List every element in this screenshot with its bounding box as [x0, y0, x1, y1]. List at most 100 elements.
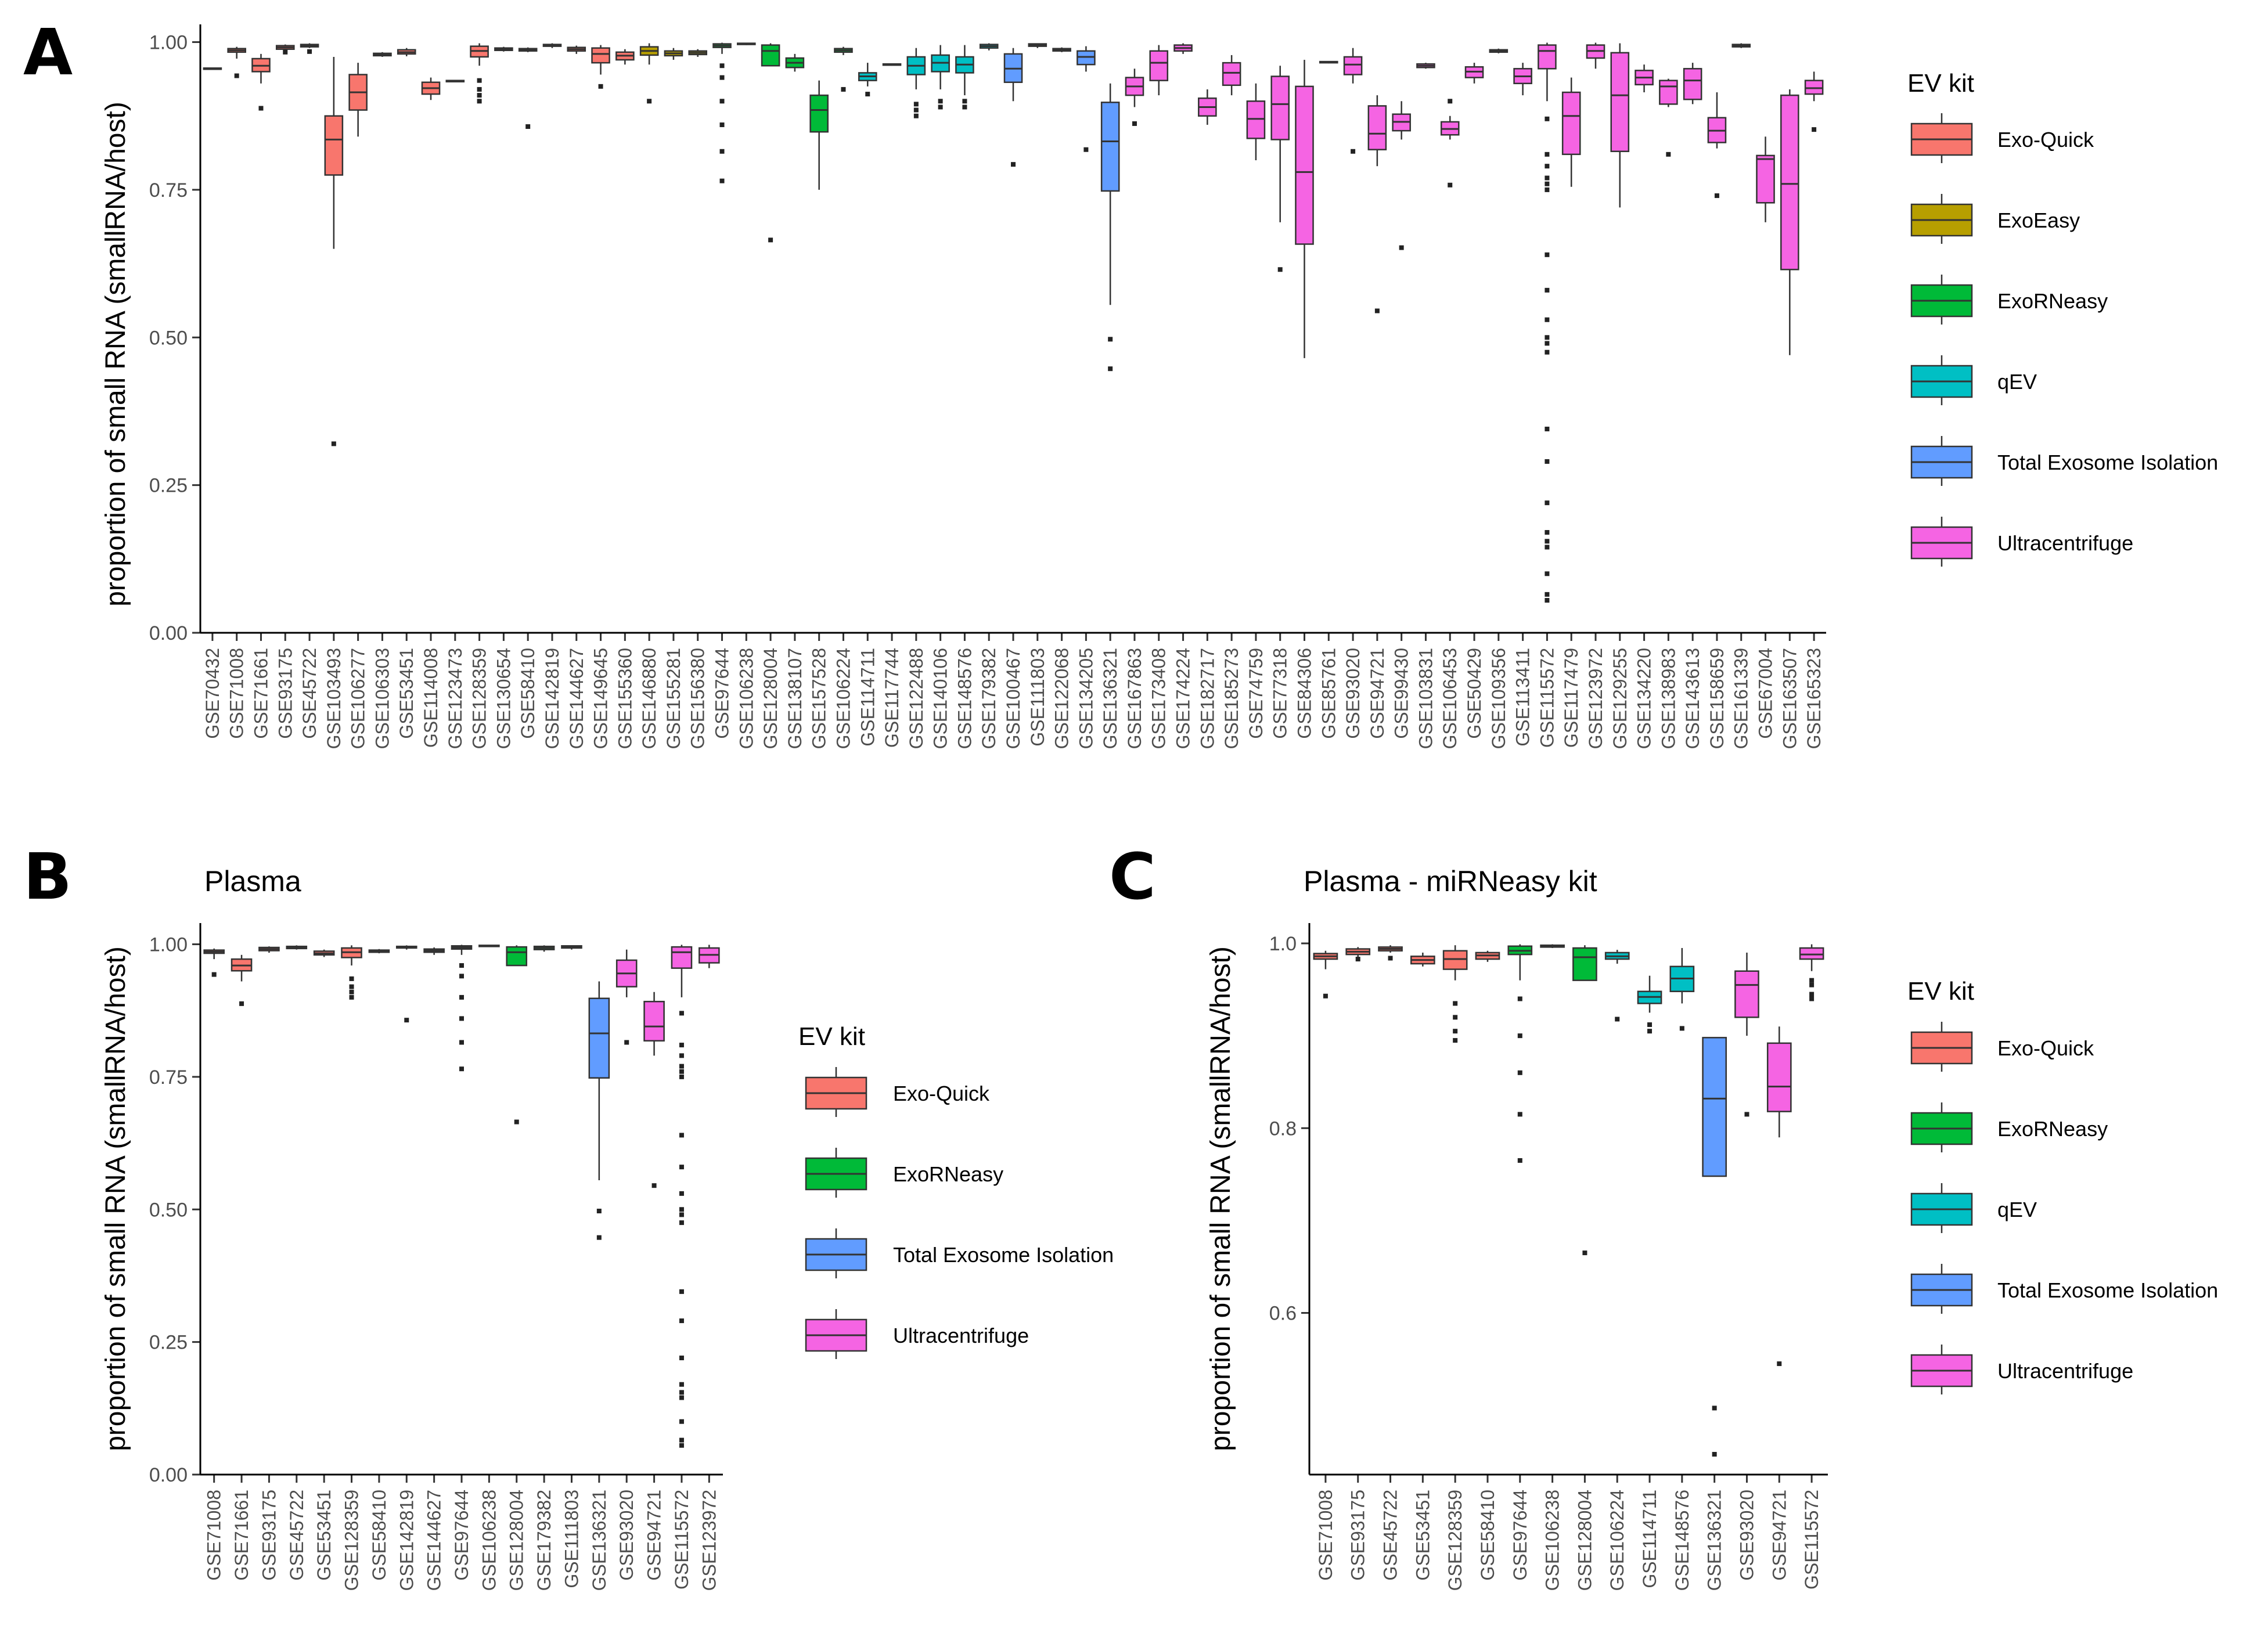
box-iqr — [1442, 950, 1468, 970]
outlier-point — [1545, 459, 1550, 464]
x-tick-label: GSE94721 — [644, 1490, 665, 1581]
box-gse53451 — [397, 48, 416, 56]
box-gse70432 — [203, 67, 222, 70]
outlier-point — [1582, 1250, 1587, 1256]
box-gse93175 — [1345, 947, 1371, 962]
box-iqr — [671, 946, 693, 969]
outlier-point — [1545, 152, 1550, 157]
box-gse84306 — [1295, 60, 1314, 358]
box-iqr — [506, 946, 528, 967]
box-gse93020 — [1734, 952, 1759, 1117]
y-ticks-a: 0.00 0.25 0.50 0.75 1.00 — [149, 32, 200, 644]
legend-item-exo-quick: Exo-Quick — [1910, 1022, 2094, 1072]
legend-label: Ultracentrifuge — [1997, 1359, 2133, 1383]
box-gse58410 — [368, 949, 390, 954]
outlier-point — [1448, 99, 1453, 104]
x-tick-label: GSE142819 — [542, 648, 563, 749]
outlier-point — [679, 1390, 684, 1395]
y-axis-label-b: proportion of small RNA (smallRNA/host) — [100, 946, 131, 1451]
x-tick-label: GSE134205 — [1075, 648, 1096, 749]
outlier-point — [679, 1419, 684, 1424]
box-gse179382 — [979, 43, 999, 51]
box-gse158659 — [1707, 92, 1727, 199]
box-gse115572 — [1538, 42, 1557, 603]
x-tick-label: GSE53451 — [1412, 1490, 1433, 1581]
box-iqr — [324, 115, 344, 176]
box-gse93020 — [1343, 48, 1363, 154]
box-gse58410 — [518, 47, 538, 129]
x-tick-label: GSE146880 — [639, 648, 660, 749]
boxes-a — [203, 42, 1824, 603]
box-gse165323 — [1804, 71, 1824, 132]
x-tick-label: GSE128004 — [760, 648, 781, 749]
x-tick-label: GSE106238 — [478, 1490, 499, 1591]
box-gse174224 — [1173, 43, 1193, 54]
panel-letter-a: A — [23, 15, 73, 89]
legend-label: Exo-Quick — [1997, 1036, 2094, 1060]
box-gse148576 — [955, 45, 974, 110]
x-tick-label: GSE165323 — [1803, 648, 1824, 749]
box-gse109356 — [1489, 48, 1509, 53]
outlier-point — [913, 102, 919, 107]
outlier-point — [1809, 978, 1815, 983]
outlier-point — [1545, 349, 1550, 355]
outlier-point — [514, 1119, 519, 1125]
legend-item-exorneasy: ExoRNeasy — [1910, 1102, 2108, 1152]
outlier-point — [459, 1066, 464, 1072]
box-gse45722 — [286, 945, 308, 950]
x-tick-label: GSE117479 — [1561, 648, 1582, 748]
outlier-point — [1809, 982, 1815, 988]
box-gse71008 — [227, 46, 246, 78]
outlier-point — [647, 99, 652, 104]
x-tick-label: GSE136321 — [1100, 648, 1121, 749]
outlier-point — [1809, 996, 1815, 1001]
y-axis-label-a: proportion of small RNA (smallRNA/host) — [100, 102, 131, 607]
x-tick-label: GSE179382 — [534, 1490, 555, 1591]
boxes-c — [1313, 944, 1824, 1457]
x-tick-label: GSE71661 — [231, 1490, 252, 1581]
y-tick-label: 0.50 — [149, 327, 188, 349]
outlier-point — [962, 104, 967, 110]
x-tick-label: GSE129255 — [1610, 648, 1630, 749]
x-tick-label: GSE128359 — [341, 1490, 362, 1591]
box-gse173408 — [1149, 45, 1169, 96]
x-tick-label: GSE185273 — [1221, 648, 1242, 749]
box-gse122488 — [906, 48, 926, 118]
box-gse53451 — [313, 949, 335, 957]
y-ticks-b: 0.00 0.25 0.50 0.75 1.00 — [149, 934, 200, 1486]
outlier-point — [1777, 1361, 1782, 1367]
x-tick-label: GSE70432 — [202, 648, 223, 739]
outlier-point — [1517, 1033, 1522, 1039]
outlier-point — [349, 989, 354, 994]
y-tick-label: 0.8 — [1269, 1118, 1297, 1140]
x-tick-label: GSE71661 — [250, 648, 271, 739]
outlier-point — [1545, 317, 1550, 322]
box-gse128004 — [506, 945, 528, 1125]
x-tick-label: GSE138107 — [784, 648, 805, 749]
outlier-point — [679, 1220, 684, 1226]
outlier-point — [1679, 1026, 1684, 1031]
box-gse93175 — [258, 946, 280, 953]
box-gse148576 — [1669, 947, 1695, 1031]
outlier-point — [598, 84, 603, 89]
x-tick-label: GSE71008 — [226, 648, 247, 739]
panel-title-c: Plasma - miRNeasy kit — [1304, 865, 1597, 898]
x-tick-label: GSE173408 — [1149, 648, 1169, 749]
y-tick-label: 0.6 — [1269, 1303, 1297, 1325]
outlier-point — [719, 122, 725, 127]
box-gse106303 — [373, 52, 392, 57]
box-gse179382 — [533, 945, 555, 952]
legend-item-ultracentrifuge: Ultracentrifuge — [805, 1309, 1029, 1359]
outlier-point — [1545, 539, 1550, 544]
x-tick-label: GSE93175 — [275, 648, 296, 739]
x-tick-labels-b: GSE71008 GSE71661 GSE93175 GSE45722 GSE53451… — [204, 1475, 719, 1591]
box-gse45722 — [300, 43, 319, 54]
outlier-point — [913, 107, 919, 113]
box-gse138983 — [1659, 78, 1678, 157]
box-iqr — [1799, 947, 1824, 960]
x-tick-label: GSE148576 — [1672, 1490, 1693, 1591]
outlier-point — [331, 441, 336, 446]
legend-label: qEV — [1997, 370, 2037, 394]
x-tick-label: GSE53451 — [314, 1490, 334, 1581]
